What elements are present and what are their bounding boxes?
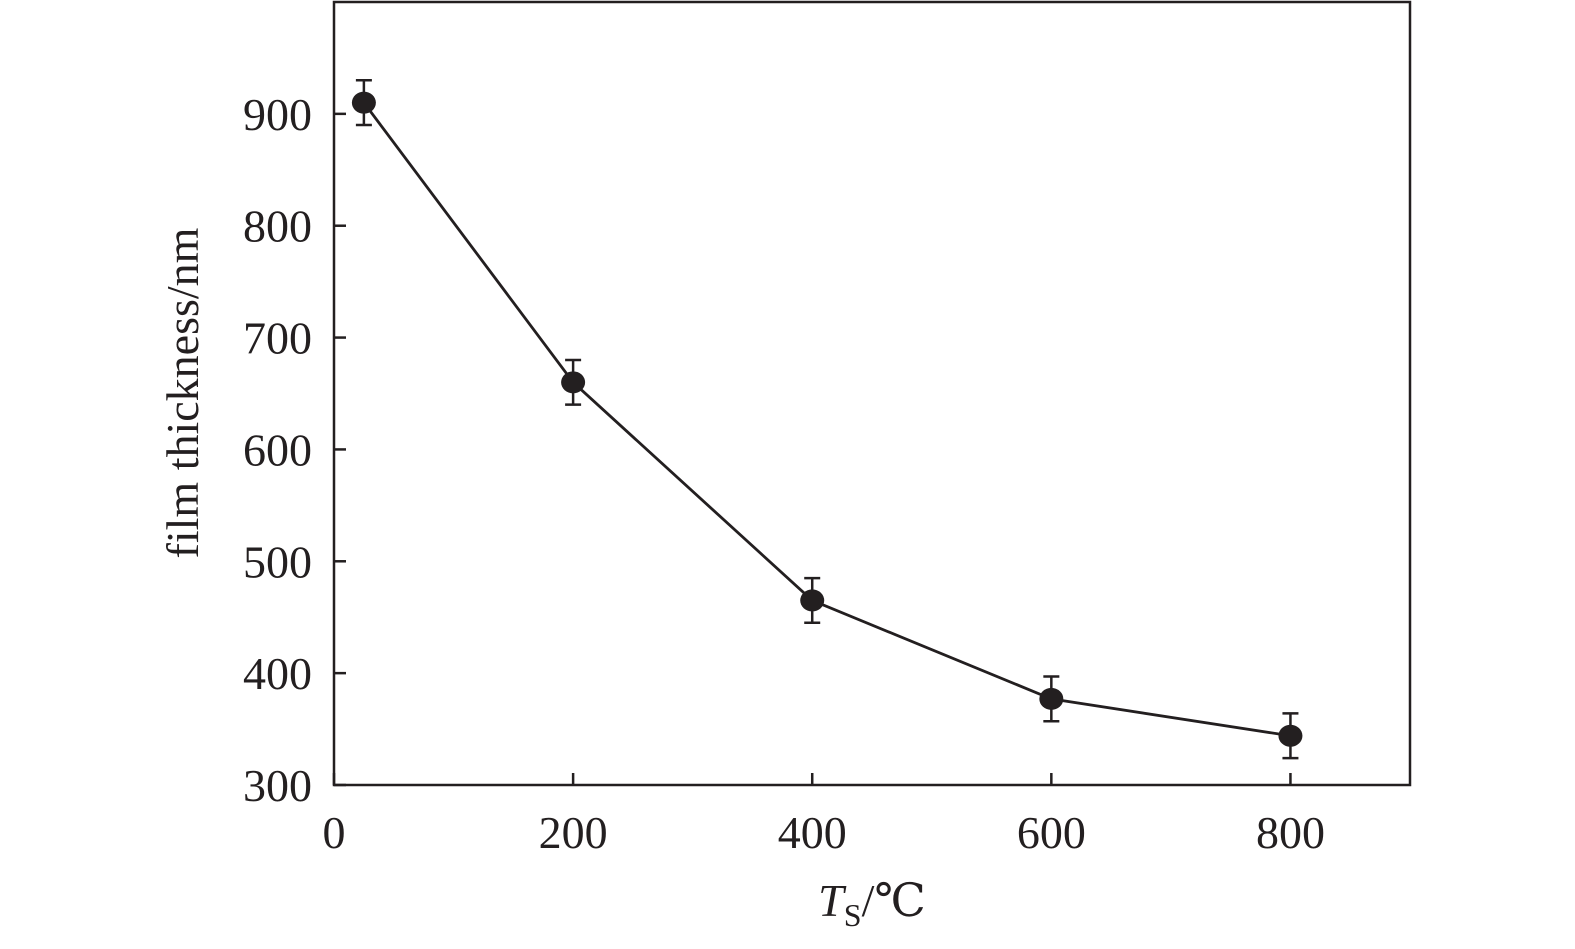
plot-frame — [332, 0, 1412, 787]
ticks — [332, 112, 1292, 787]
y-tick-label-0: 300 — [243, 760, 312, 811]
x-tick-label-1: 200 — [539, 807, 608, 858]
y-tick-label-2: 500 — [243, 536, 312, 587]
x-tick-label-4: 800 — [1256, 807, 1325, 858]
series-line-0 — [362, 101, 1291, 738]
x-axis-unit: /℃ — [862, 875, 926, 926]
y-tick-labels: 300 400 500 600 700 800 900 — [243, 89, 312, 811]
x-axis-symbol: T — [818, 875, 847, 926]
data-point-2 — [800, 589, 825, 612]
y-axis-title: film thickness/nm — [157, 227, 208, 558]
x-tick-label-3: 600 — [1017, 807, 1086, 858]
y-tick-label-5: 800 — [243, 201, 312, 252]
x-tick-labels: 0 200 400 600 800 — [323, 807, 1325, 858]
series-layer — [351, 79, 1303, 760]
x-tick-label-0: 0 — [323, 807, 346, 858]
y-tick-label-3: 600 — [243, 424, 312, 475]
x-tick-label-2: 400 — [778, 807, 847, 858]
y-tick-label-6: 900 — [243, 89, 312, 140]
y-tick-label-4: 700 — [243, 313, 312, 364]
data-point-4 — [1278, 724, 1303, 747]
y-tick-label-1: 400 — [243, 648, 312, 699]
x-axis-title: TS/℃ — [818, 875, 926, 933]
data-point-1 — [561, 371, 586, 394]
x-axis-subscript: S — [844, 897, 862, 933]
data-point-3 — [1039, 687, 1064, 710]
data-point-0 — [351, 91, 376, 114]
